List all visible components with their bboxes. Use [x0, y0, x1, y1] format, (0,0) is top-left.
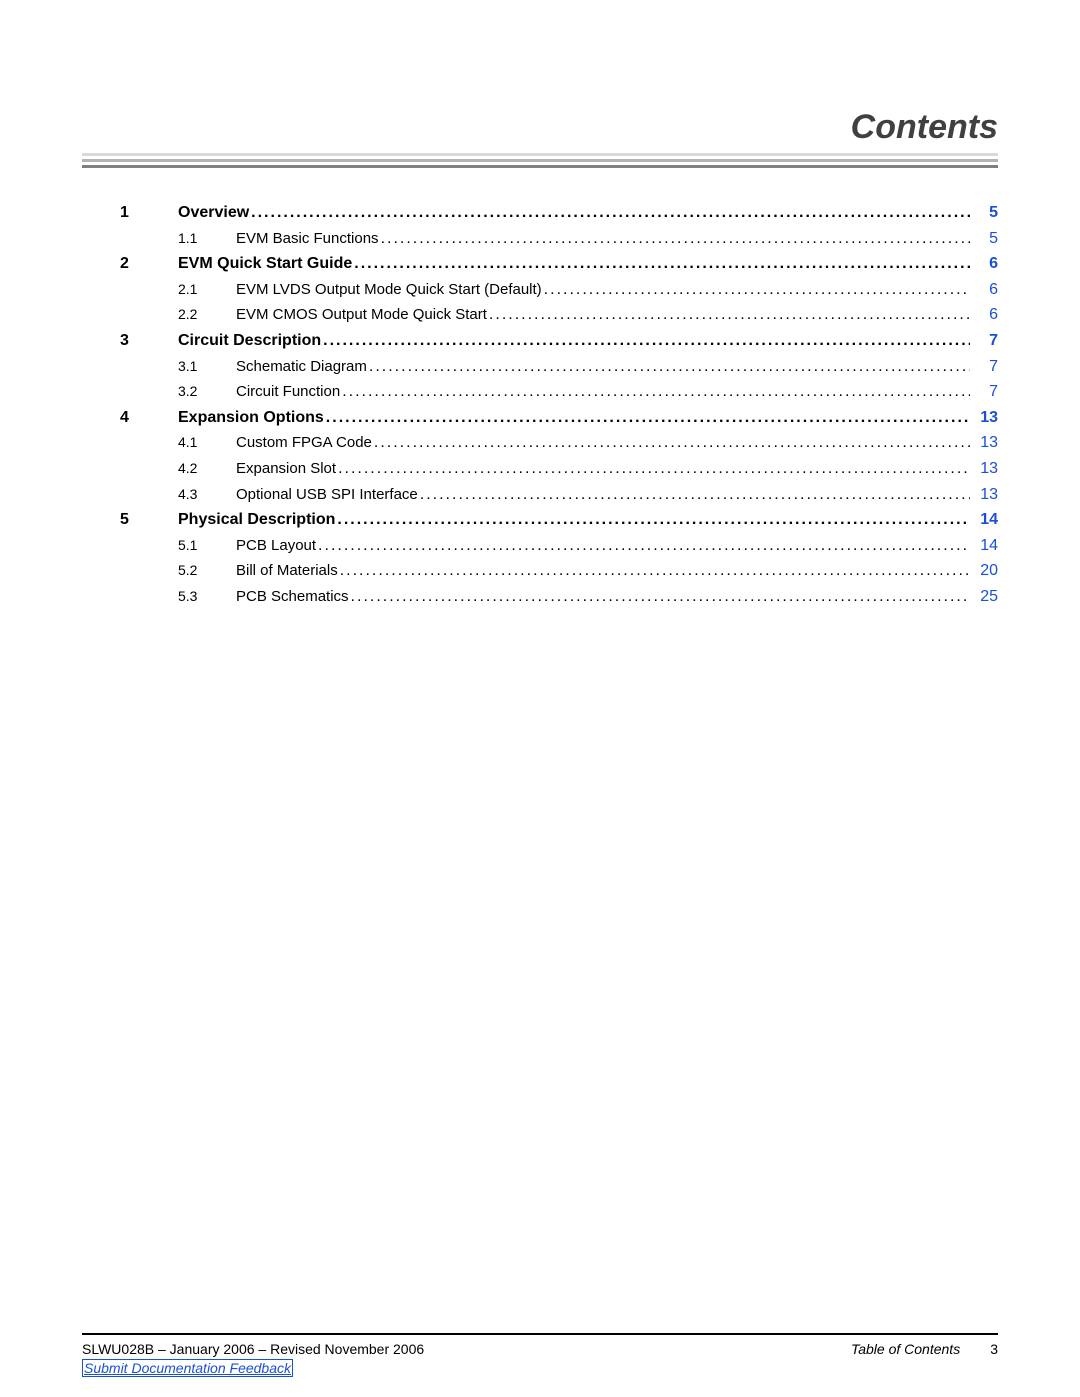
footer-feedback: Submit Documentation Feedback	[82, 1359, 998, 1377]
toc-subsection: 5.1PCB Layout...........................…	[120, 533, 998, 559]
toc-entry-number: 2.2	[120, 305, 236, 324]
toc-subsection: 5.3PCB Schematics.......................…	[120, 584, 998, 610]
header-bar-1	[82, 153, 998, 156]
table-of-contents: 1Overview...............................…	[120, 200, 998, 610]
toc-leader: ........................................…	[337, 509, 970, 531]
toc-subsection: 1.1EVM Basic Functions..................…	[120, 226, 998, 252]
toc-entry-title: PCB Schematics	[236, 587, 351, 607]
header: Contents	[82, 108, 998, 168]
toc-section: 1Overview...............................…	[120, 200, 998, 226]
toc-entry-number: 4	[120, 407, 178, 429]
toc-subsection: 3.1Schematic Diagram....................…	[120, 354, 998, 380]
footer-rule	[82, 1333, 998, 1335]
toc-entry-number: 1	[120, 202, 178, 224]
toc-entry-title: EVM LVDS Output Mode Quick Start (Defaul…	[236, 280, 544, 300]
toc-entry-title: EVM Quick Start Guide	[178, 253, 354, 275]
toc-page-link[interactable]: 5	[970, 228, 998, 250]
toc-subsection: 3.2Circuit Function.....................…	[120, 379, 998, 405]
toc-entry-title: Schematic Diagram	[236, 357, 369, 377]
header-bar-2	[82, 159, 998, 162]
header-bar-3	[82, 165, 998, 168]
toc-page-link[interactable]: 14	[970, 535, 998, 557]
toc-page-link[interactable]: 7	[970, 330, 998, 352]
toc-section: 3Circuit Description....................…	[120, 328, 998, 354]
toc-section: 5Physical Description...................…	[120, 507, 998, 533]
toc-leader: ........................................…	[323, 330, 970, 352]
toc-entry-number: 4.2	[120, 459, 236, 478]
toc-page-link[interactable]: 20	[970, 560, 998, 582]
toc-entry-number: 2	[120, 253, 178, 275]
toc-leader: ........................................…	[351, 586, 970, 608]
toc-section: 2EVM Quick Start Guide..................…	[120, 251, 998, 277]
toc-page-link[interactable]: 7	[970, 381, 998, 403]
toc-page-link[interactable]: 13	[970, 432, 998, 454]
toc-leader: ........................................…	[374, 432, 970, 454]
toc-page-link[interactable]: 5	[970, 202, 998, 224]
toc-entry-title: Expansion Options	[178, 407, 326, 429]
toc-entry-title: EVM Basic Functions	[236, 229, 381, 249]
toc-page-link[interactable]: 13	[970, 484, 998, 506]
toc-leader: ........................................…	[544, 279, 970, 301]
toc-subsection: 4.3Optional USB SPI Interface...........…	[120, 482, 998, 508]
toc-section: 4Expansion Options......................…	[120, 405, 998, 431]
toc-entry-title: Expansion Slot	[236, 459, 338, 479]
toc-entry-title: Overview	[178, 202, 251, 224]
toc-entry-number: 5	[120, 509, 178, 531]
toc-entry-title: Physical Description	[178, 509, 337, 531]
page: Contents 1Overview......................…	[0, 0, 1080, 1397]
toc-entry-title: Circuit Function	[236, 382, 342, 402]
toc-entry-title: Custom FPGA Code	[236, 433, 374, 453]
toc-entry-title: PCB Layout	[236, 536, 318, 556]
toc-entry-number: 4.1	[120, 433, 236, 452]
toc-entry-number: 5.3	[120, 587, 236, 606]
toc-page-link[interactable]: 13	[970, 407, 998, 429]
toc-page-link[interactable]: 25	[970, 586, 998, 608]
toc-entry-title: Circuit Description	[178, 330, 323, 352]
toc-leader: ........................................…	[326, 407, 970, 429]
toc-leader: ........................................…	[342, 381, 970, 403]
doc-id: SLWU028B – January 2006 – Revised Novemb…	[82, 1341, 424, 1357]
header-bars	[82, 153, 998, 168]
toc-subsection: 4.2Expansion Slot.......................…	[120, 456, 998, 482]
toc-entry-number: 1.1	[120, 229, 236, 248]
toc-entry-number: 3.2	[120, 382, 236, 401]
toc-page-link[interactable]: 6	[970, 279, 998, 301]
footer-page-number: 3	[990, 1341, 998, 1357]
footer-right: Table of Contents 3	[851, 1341, 998, 1357]
toc-entry-number: 2.1	[120, 280, 236, 299]
toc-entry-title: Optional USB SPI Interface	[236, 485, 420, 505]
toc-entry-number: 5.1	[120, 536, 236, 555]
toc-page-link[interactable]: 7	[970, 356, 998, 378]
toc-page-link[interactable]: 14	[970, 509, 998, 531]
toc-subsection: 2.2EVM CMOS Output Mode Quick Start.....…	[120, 302, 998, 328]
toc-leader: ........................................…	[338, 458, 970, 480]
submit-feedback-link[interactable]: Submit Documentation Feedback	[82, 1359, 293, 1377]
toc-subsection: 5.2Bill of Materials....................…	[120, 558, 998, 584]
toc-page-link[interactable]: 6	[970, 304, 998, 326]
toc-subsection: 2.1EVM LVDS Output Mode Quick Start (Def…	[120, 277, 998, 303]
toc-leader: ........................................…	[489, 304, 970, 326]
toc-entry-number: 5.2	[120, 561, 236, 580]
footer-toc-label: Table of Contents	[851, 1341, 960, 1357]
toc-leader: ........................................…	[381, 228, 970, 250]
toc-leader: ........................................…	[318, 535, 970, 557]
toc-entry-number: 3.1	[120, 357, 236, 376]
toc-entry-number: 3	[120, 330, 178, 352]
footer: SLWU028B – January 2006 – Revised Novemb…	[82, 1341, 998, 1377]
toc-leader: ........................................…	[354, 253, 970, 275]
toc-leader: ........................................…	[340, 560, 970, 582]
toc-entry-title: EVM CMOS Output Mode Quick Start	[236, 305, 489, 325]
toc-entry-title: Bill of Materials	[236, 561, 340, 581]
toc-page-link[interactable]: 6	[970, 253, 998, 275]
toc-entry-number: 4.3	[120, 485, 236, 504]
toc-page-link[interactable]: 13	[970, 458, 998, 480]
toc-leader: ........................................…	[420, 484, 970, 506]
toc-subsection: 4.1Custom FPGA Code.....................…	[120, 430, 998, 456]
contents-heading: Contents	[82, 108, 998, 153]
toc-leader: ........................................…	[369, 356, 970, 378]
footer-line: SLWU028B – January 2006 – Revised Novemb…	[82, 1341, 998, 1357]
toc-leader: ........................................…	[251, 202, 970, 224]
